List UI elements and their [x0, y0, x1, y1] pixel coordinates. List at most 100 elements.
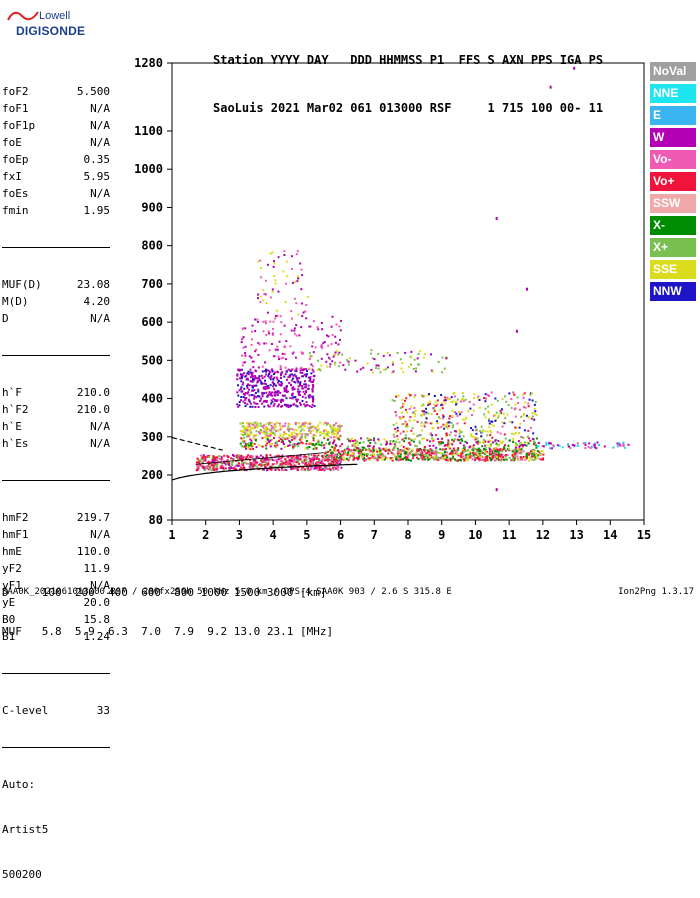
echo-dot — [236, 374, 239, 377]
echo-dot — [281, 454, 284, 457]
param-value: 4.20 — [83, 295, 111, 308]
echo-dot — [526, 441, 529, 444]
echo-dot — [318, 467, 321, 470]
echo-dot — [265, 400, 268, 402]
echo-dot — [395, 414, 398, 417]
echo-dot — [340, 455, 343, 457]
echo-dot — [313, 467, 316, 470]
echo-dot — [279, 435, 282, 438]
echo-dot — [499, 440, 502, 443]
echo-dot — [271, 381, 274, 384]
echo-dot — [392, 440, 395, 443]
echo-dot — [207, 456, 210, 459]
echo-dot — [281, 371, 284, 374]
echo-dot — [273, 260, 275, 263]
echo-dot — [542, 453, 545, 456]
echo-dot — [249, 428, 252, 431]
echo-dot — [261, 425, 264, 428]
echo-dot — [445, 435, 448, 438]
echo-dot — [486, 434, 489, 437]
param-key: foF1p — [2, 119, 36, 132]
echo-dot — [472, 449, 475, 452]
echo-dot — [438, 441, 440, 444]
echo-dot — [280, 441, 283, 443]
param-value: N/A — [90, 119, 110, 132]
echo-dot — [347, 360, 350, 363]
echo-dot — [266, 387, 269, 390]
echo-dot — [257, 366, 260, 369]
echo-dot — [210, 461, 213, 464]
echo-dot — [287, 445, 290, 447]
echo-dot — [211, 457, 214, 460]
echo-dot — [270, 438, 273, 441]
echo-dot — [337, 451, 340, 454]
echo-dot — [243, 440, 246, 443]
echo-dot — [283, 389, 286, 392]
echo-dot — [261, 365, 264, 368]
echo-dot — [305, 317, 308, 320]
echo-dot — [413, 412, 416, 415]
echo-dot — [248, 423, 251, 426]
echo-dot — [531, 412, 534, 414]
echo-dot — [389, 440, 392, 442]
echo-dot — [450, 396, 453, 399]
echo-dot — [271, 442, 273, 445]
echo-dot — [304, 310, 307, 313]
echo-dot — [283, 353, 286, 356]
echo-dot — [396, 438, 399, 441]
echo-dot — [275, 400, 278, 402]
echo-dot — [265, 383, 267, 386]
echo-dot — [319, 466, 322, 469]
echo-dot — [282, 270, 285, 273]
echo-dot — [272, 431, 274, 434]
echo-dot — [499, 455, 502, 458]
echo-dot — [357, 452, 360, 455]
echo-dot — [481, 445, 484, 448]
echo-dot — [284, 422, 287, 425]
echo-dot — [278, 465, 281, 467]
echo-dot — [469, 456, 472, 459]
x-tick-label: 3 — [236, 528, 243, 542]
echo-dot — [265, 370, 268, 373]
echo-dot — [462, 450, 465, 453]
echo-dot — [419, 453, 422, 456]
echo-dot — [295, 367, 298, 370]
echo-dot — [265, 334, 268, 336]
echo-dot — [495, 411, 498, 414]
echo-dot — [384, 455, 387, 458]
echo-dot — [311, 403, 314, 406]
echo-dot — [241, 390, 244, 393]
echo-dot — [337, 425, 340, 428]
echo-dot — [346, 454, 349, 457]
legend-item-vo: Vo- — [650, 150, 696, 169]
echo-dot — [306, 433, 309, 436]
echo-dot — [264, 379, 266, 382]
echo-dot — [287, 428, 289, 431]
echo-dot — [356, 440, 358, 443]
echo-dot — [304, 380, 306, 383]
echo-dot — [305, 457, 308, 460]
legend-item-vo: Vo+ — [650, 172, 696, 191]
echo-dot — [312, 459, 315, 462]
echo-dot — [480, 449, 483, 452]
echo-dot — [278, 469, 281, 471]
echo-dot — [276, 345, 279, 348]
echo-dot — [315, 455, 318, 458]
echo-dot — [508, 439, 511, 442]
echo-dot — [278, 454, 281, 457]
echo-dot — [394, 445, 397, 448]
echo-dot — [271, 290, 274, 293]
echo-dot — [238, 389, 241, 392]
echo-dot — [275, 384, 277, 387]
echo-dot — [265, 454, 268, 457]
echo-dot — [552, 444, 555, 447]
echo-dot — [196, 457, 199, 460]
echo-dot — [471, 451, 474, 454]
echo-dot — [458, 428, 461, 431]
echo-dot — [336, 427, 339, 430]
echo-dot — [313, 454, 316, 457]
echo-dot — [393, 443, 396, 446]
echo-dot — [275, 315, 278, 317]
echo-dot — [254, 318, 257, 321]
echo-dot — [260, 267, 263, 270]
